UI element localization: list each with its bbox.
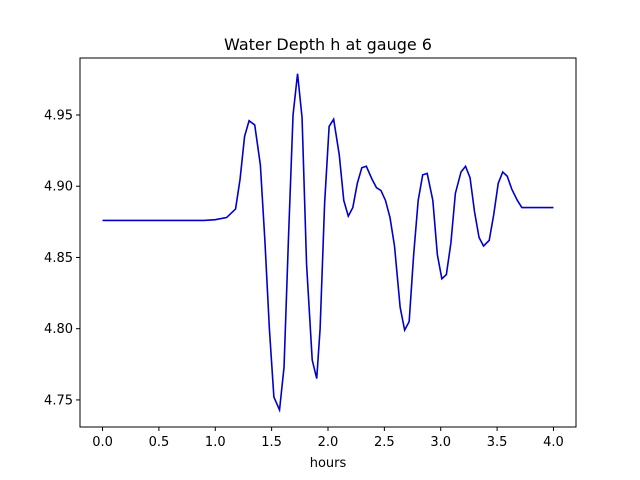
x-tick-label: 4.0: [543, 435, 564, 450]
x-tick-label: 0.0: [92, 435, 113, 450]
x-tick-label: 0.5: [149, 435, 170, 450]
x-axis-label: hours: [310, 456, 347, 471]
y-axis: 4.75 4.80 4.85 4.90 4.95: [44, 108, 80, 408]
y-tick-label: 4.75: [44, 393, 73, 408]
x-tick-label: 1.0: [205, 435, 226, 450]
plot-area: [79, 57, 577, 428]
x-tick-label: 3.5: [487, 435, 508, 450]
x-tick-label: 2.5: [374, 435, 395, 450]
series-line: [102, 73, 554, 413]
y-tick-label: 4.80: [44, 322, 73, 337]
y-tick-label: 4.90: [44, 180, 73, 195]
y-tick-label: 4.85: [44, 251, 73, 266]
chart-title: Water Depth h at gauge 6: [224, 35, 432, 54]
x-tick-label: 1.5: [261, 435, 282, 450]
plot-frame: [79, 57, 577, 428]
x-axis: 0.0 0.5 1.0 1.5 2.0 2.5 3.0 3.5 4.0: [92, 427, 564, 450]
x-tick-label: 2.0: [318, 435, 339, 450]
y-tick-label: 4.95: [44, 108, 73, 123]
x-tick-label: 3.0: [430, 435, 451, 450]
